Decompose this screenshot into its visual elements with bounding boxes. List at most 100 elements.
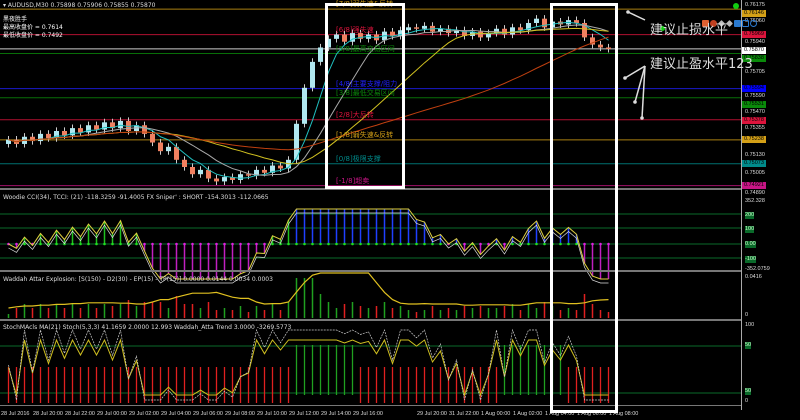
cci-dot (247, 242, 250, 246)
ma-long-line (8, 36, 609, 151)
annotation-arrow (634, 65, 646, 103)
price-tick: 0.75130 (745, 151, 765, 158)
candle (342, 34, 347, 42)
cci-dot (359, 242, 362, 246)
time-axis-line (0, 405, 741, 406)
cci-dot (287, 242, 290, 246)
panel-divider[interactable] (0, 270, 741, 272)
sell-icon[interactable] (702, 20, 709, 27)
price-tick: 0.75470 (745, 109, 765, 116)
candle (510, 27, 515, 35)
price-tag: 0.75378 (742, 117, 766, 125)
square-icon[interactable] (742, 20, 749, 27)
close-order-icon[interactable] (710, 20, 717, 27)
buy-icon[interactable] (734, 20, 741, 27)
cci-dot (367, 242, 370, 246)
candle (598, 44, 603, 48)
candle (494, 28, 499, 34)
cci-dot (351, 242, 354, 246)
time-tick: 29 Jul 14:00 (321, 411, 351, 417)
cci-dot (111, 242, 114, 246)
price-tick: 0.75005 (745, 169, 765, 176)
arrow-head-icon (626, 10, 630, 14)
price-tag: 0.75870 (742, 47, 766, 55)
candle (222, 177, 227, 182)
price-tag: 0.75838 (742, 55, 766, 63)
candle (526, 23, 531, 31)
info-low: 最低收盘价 = 0.7492 (3, 32, 63, 39)
candle (278, 165, 283, 169)
cci-dot (263, 242, 266, 246)
cci-dot (215, 242, 218, 246)
cci-dot (135, 242, 138, 246)
cci-dot (567, 242, 570, 246)
cci-dot (79, 242, 82, 246)
time-tick: 29 Jul 16:00 (353, 411, 383, 417)
candle (454, 30, 459, 34)
stop-loss-annotation: 建议止损水平 (650, 23, 729, 38)
panel-divider[interactable] (0, 319, 741, 321)
collapse-icon[interactable]: ▾ (3, 2, 8, 9)
candle (302, 87, 307, 124)
candle (174, 146, 179, 160)
cci-dot (15, 242, 18, 246)
price-tag: 0.76146 (742, 9, 766, 17)
ma-fast-line (8, 21, 609, 179)
candle (398, 30, 403, 36)
cci-dot (239, 242, 242, 246)
time-tick: 29 Jul 06:00 (193, 411, 223, 417)
price-tag: 0.75594 (742, 85, 766, 93)
stoch-tick: 50 (745, 342, 752, 349)
status-dot-icon (733, 3, 739, 9)
annotation-arrow (624, 65, 646, 79)
cci-dot (407, 242, 410, 246)
candle (582, 23, 587, 38)
cci-dot (607, 242, 610, 246)
cci-tick: -352.0759 (745, 266, 770, 272)
price-tick: 0.75355 (745, 125, 765, 132)
panel-divider[interactable] (0, 188, 741, 190)
symbol-quote: AUDUSD,M30 0.75898 0.75906 0.75855 0.758… (7, 2, 156, 9)
price-tag: 0.75238 (742, 136, 766, 144)
cci-dot (255, 242, 258, 246)
candle (214, 178, 219, 182)
price-tick: 0.76175 (745, 1, 765, 8)
cci-dot (271, 242, 274, 246)
candle (110, 122, 115, 129)
candle (190, 167, 195, 175)
price-tag: 0.74921 (742, 182, 766, 190)
cci-dot (295, 242, 298, 246)
stoch-tick: 0 (745, 398, 749, 404)
candle (78, 128, 83, 133)
candle (150, 133, 155, 143)
cci-dot (223, 242, 226, 246)
candle (158, 142, 163, 152)
cci-dot (303, 242, 306, 246)
cci-dot (343, 242, 346, 246)
cci-dot (143, 242, 146, 246)
price-tag: 0.75969 (742, 31, 766, 39)
cci-tick: 200 (745, 212, 755, 219)
cci-dot (95, 242, 98, 246)
arrow-head-icon (623, 76, 627, 80)
cci-tick: 100 (745, 226, 755, 233)
murrey-label: [1/8]弱失速&反转 (336, 130, 394, 139)
cci-dot (23, 242, 26, 246)
candle (206, 169, 211, 179)
price-tick: 0.74890 (745, 190, 765, 197)
cci-dot (167, 242, 170, 246)
cci-dot (503, 242, 506, 246)
cci-dot (599, 242, 602, 246)
info-title: 黑夜胜手 (3, 16, 28, 23)
refresh-icon[interactable] (750, 20, 757, 27)
candle (590, 37, 595, 45)
waddah-tick: 0 (745, 312, 749, 318)
candle (246, 174, 251, 176)
time-tick: 28 Jul 22:00 (65, 411, 95, 417)
symbol-header: ▾ AUDUSD,M30 0.75898 0.75906 0.75855 0.7… (3, 2, 155, 9)
cci-dot (527, 242, 530, 246)
murrey-label: [-1/8]超卖 (336, 176, 370, 185)
stoch-label: StochMAcls MA(21) Stoch(5,3,3) 41.1659 2… (3, 324, 292, 331)
stoch-main-line (8, 328, 609, 402)
